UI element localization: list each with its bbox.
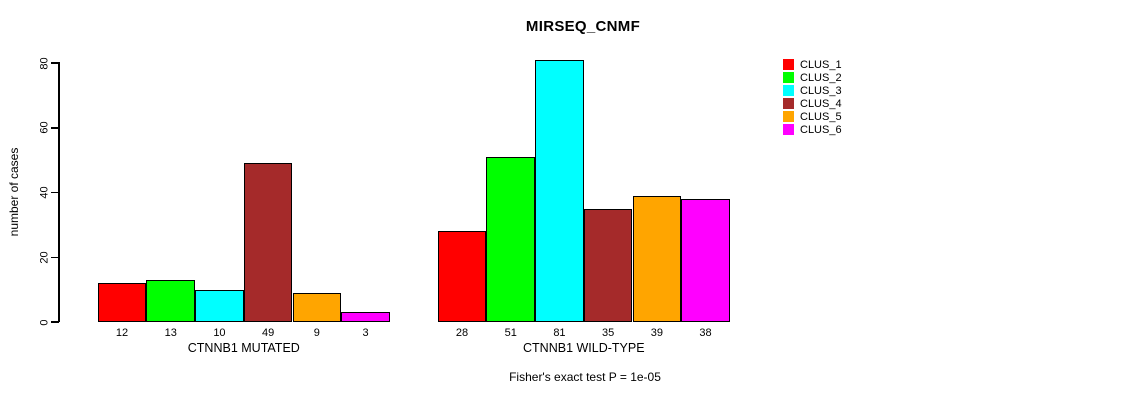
bar-clus_2	[486, 157, 536, 322]
x-axis-group-label: CTNNB1 MUTATED	[187, 341, 300, 355]
bar-clus_2	[146, 279, 196, 322]
y-tick-mark	[51, 62, 59, 64]
chart-title: MIRSEQ_CNMF	[525, 18, 641, 35]
y-axis-label: number of cases	[7, 147, 21, 237]
bar-clus_6	[681, 199, 730, 322]
legend-label: CLUS_6	[800, 124, 842, 136]
bar-value-label: 81	[553, 327, 566, 339]
legend-label: CLUS_5	[800, 111, 842, 123]
bar-clus_5	[632, 195, 682, 322]
legend-swatch-clus_6	[783, 124, 794, 135]
x-axis-group-label: CTNNB1 WILD-TYPE	[523, 341, 645, 355]
y-tick-label: 60	[38, 121, 51, 135]
legend-label: CLUS_1	[800, 59, 842, 71]
bar-clus_3	[195, 289, 244, 322]
legend-label: CLUS_3	[800, 85, 842, 97]
bar-value-label: 38	[699, 327, 712, 339]
bar-clus_5	[292, 292, 342, 322]
bar-value-label: 13	[164, 327, 177, 339]
bar-value-label: 39	[650, 327, 663, 339]
y-tick-label: 80	[38, 57, 51, 70]
bar-clus_4	[243, 163, 293, 322]
bar-value-label: 12	[115, 327, 129, 339]
fisher-test-annotation: Fisher's exact test P = 1e-05	[509, 370, 661, 384]
bar-value-label: 28	[455, 327, 469, 339]
bar-clus_4	[583, 208, 633, 322]
legend-swatch-clus_3	[783, 85, 794, 96]
y-tick-mark	[51, 321, 59, 323]
bar-clus_1	[97, 283, 147, 322]
bar-value-label: 35	[602, 327, 615, 339]
bar-value-label: 51	[504, 327, 517, 339]
y-tick-label: 20	[38, 251, 51, 264]
y-tick-mark	[51, 191, 59, 194]
bar-value-label: 3	[362, 327, 369, 339]
bar-value-label: 10	[213, 327, 226, 339]
y-tick-label: 0	[38, 318, 51, 326]
legend-label: CLUS_4	[800, 98, 842, 110]
legend-swatch-clus_1	[783, 59, 794, 70]
legend-swatch-clus_5	[783, 111, 794, 122]
legend-swatch-clus_2	[783, 72, 794, 83]
bar-clus_6	[341, 312, 390, 322]
bar-value-label: 49	[262, 327, 275, 339]
bar-clus_1	[437, 231, 487, 322]
bar-clus_3	[535, 59, 584, 322]
legend-label: CLUS_2	[800, 72, 842, 84]
bar-value-label: 9	[313, 327, 320, 339]
y-tick-mark	[51, 256, 59, 259]
y-tick-label: 40	[38, 186, 51, 199]
y-tick-mark	[51, 127, 59, 129]
legend-swatch-clus_4	[783, 98, 794, 109]
